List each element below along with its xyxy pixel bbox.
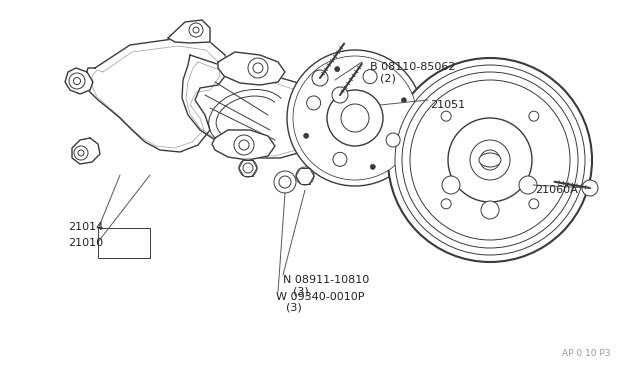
Polygon shape bbox=[65, 68, 93, 94]
Circle shape bbox=[69, 73, 85, 89]
Circle shape bbox=[303, 133, 308, 138]
Circle shape bbox=[239, 159, 257, 177]
Circle shape bbox=[296, 167, 314, 185]
Text: 21014: 21014 bbox=[68, 222, 103, 232]
Text: B 08110-85062: B 08110-85062 bbox=[370, 62, 456, 72]
Circle shape bbox=[327, 90, 383, 146]
Circle shape bbox=[78, 150, 84, 156]
Circle shape bbox=[401, 98, 406, 103]
Circle shape bbox=[74, 77, 81, 84]
Polygon shape bbox=[168, 20, 210, 43]
Circle shape bbox=[243, 163, 253, 173]
Circle shape bbox=[193, 27, 199, 33]
Circle shape bbox=[248, 58, 268, 78]
Polygon shape bbox=[212, 130, 275, 160]
Circle shape bbox=[189, 23, 203, 37]
Circle shape bbox=[388, 58, 592, 262]
Circle shape bbox=[441, 111, 451, 121]
Circle shape bbox=[386, 133, 400, 147]
Ellipse shape bbox=[479, 153, 501, 167]
Bar bbox=[98, 228, 150, 258]
Circle shape bbox=[529, 199, 539, 209]
Polygon shape bbox=[85, 38, 230, 152]
Circle shape bbox=[363, 70, 377, 84]
Circle shape bbox=[582, 180, 598, 196]
Circle shape bbox=[312, 70, 328, 86]
Circle shape bbox=[332, 87, 348, 103]
Circle shape bbox=[480, 150, 500, 170]
Circle shape bbox=[529, 111, 539, 121]
Text: W 09340-0010P: W 09340-0010P bbox=[276, 292, 365, 302]
Circle shape bbox=[274, 171, 296, 193]
Circle shape bbox=[307, 96, 321, 110]
Text: (2): (2) bbox=[380, 73, 396, 83]
Text: AP 0 10 P3: AP 0 10 P3 bbox=[561, 349, 610, 358]
Circle shape bbox=[74, 146, 88, 160]
Circle shape bbox=[448, 118, 532, 202]
Text: (3): (3) bbox=[293, 286, 308, 296]
Text: 21060A: 21060A bbox=[535, 185, 578, 195]
Text: N 08911-10810: N 08911-10810 bbox=[283, 275, 369, 285]
Circle shape bbox=[395, 65, 585, 255]
Polygon shape bbox=[72, 138, 100, 164]
Polygon shape bbox=[182, 55, 330, 158]
Circle shape bbox=[402, 72, 578, 248]
Circle shape bbox=[239, 140, 249, 150]
Circle shape bbox=[287, 50, 423, 186]
Circle shape bbox=[410, 80, 570, 240]
Text: (3): (3) bbox=[286, 303, 301, 313]
Circle shape bbox=[335, 67, 340, 72]
Circle shape bbox=[519, 176, 537, 194]
Circle shape bbox=[333, 153, 347, 166]
Text: 21051: 21051 bbox=[430, 100, 465, 110]
Text: 21010: 21010 bbox=[68, 238, 103, 248]
Circle shape bbox=[442, 176, 460, 194]
Circle shape bbox=[279, 176, 291, 188]
Circle shape bbox=[481, 201, 499, 219]
Circle shape bbox=[253, 63, 263, 73]
Circle shape bbox=[341, 104, 369, 132]
Polygon shape bbox=[218, 52, 285, 85]
Circle shape bbox=[234, 135, 254, 155]
Circle shape bbox=[371, 164, 375, 169]
Circle shape bbox=[470, 140, 510, 180]
Circle shape bbox=[441, 199, 451, 209]
Circle shape bbox=[293, 56, 417, 180]
